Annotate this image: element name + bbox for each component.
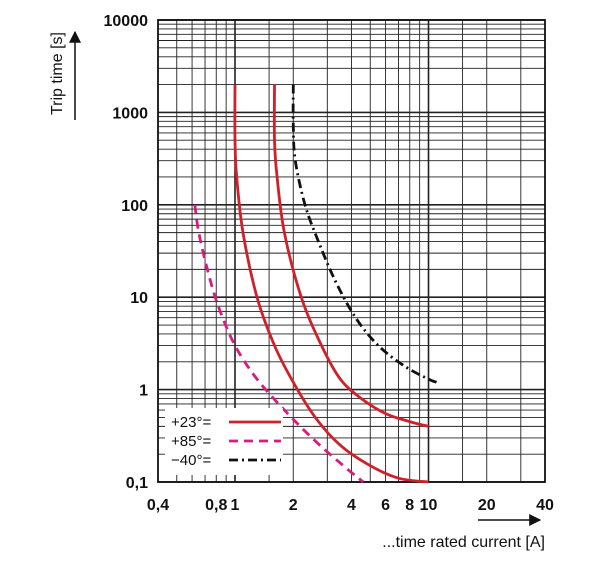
- x-tick-label: 0,8: [205, 497, 227, 514]
- y-tick-label: 1000: [112, 105, 148, 122]
- grid: [157, 19, 546, 483]
- x-tick-label: 8: [405, 497, 414, 514]
- y-axis-title: Trip time [s]: [49, 30, 81, 120]
- series-line: [193, 204, 365, 484]
- plot-frame: [157, 19, 546, 483]
- series-line: [233, 84, 429, 484]
- series-layer: [193, 84, 438, 484]
- x-tick-label: 20: [478, 497, 496, 514]
- y-tick-label: 1: [139, 383, 148, 400]
- x-axis-title: ...time rated current [A]: [382, 514, 545, 551]
- x-tick-label: 1: [231, 497, 240, 514]
- x-tick-label: 0,4: [147, 497, 169, 514]
- series-line: [272, 84, 429, 428]
- legend-label: +85°=: [171, 433, 211, 450]
- x-tick-label: 4: [347, 497, 356, 514]
- y-tick-label: 0,1: [126, 475, 148, 492]
- x-tick-label: 10: [420, 497, 438, 514]
- y-tick-label: 10000: [104, 13, 149, 30]
- x-tick-label: 2: [289, 497, 298, 514]
- x-tick-label: 40: [536, 497, 554, 514]
- legend-label: −40°=: [171, 452, 211, 469]
- series-line: [291, 84, 438, 384]
- y-axis-label: Trip time [s]: [49, 32, 66, 115]
- legend: +23°= +85°= −40°=: [165, 408, 283, 475]
- y-tick-label: 10: [130, 290, 148, 307]
- y-tick-label: 100: [121, 198, 148, 215]
- legend-label: +23°=: [171, 414, 211, 431]
- x-axis-label: ...time rated current [A]: [382, 534, 545, 551]
- x-tick-label: 6: [381, 497, 390, 514]
